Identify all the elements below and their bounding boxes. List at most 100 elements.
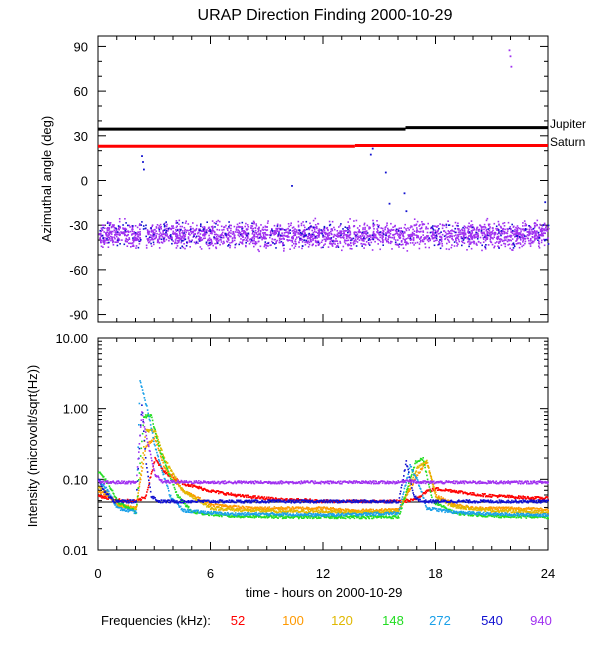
azimuth-point	[102, 241, 105, 243]
intensity-point	[193, 494, 196, 497]
azimuth-point	[291, 244, 293, 247]
azimuth-point	[266, 226, 268, 228]
intensity-point	[514, 511, 516, 514]
azimuth-point	[521, 234, 523, 236]
intensity-point	[489, 507, 492, 510]
azimuth-point	[108, 228, 111, 230]
intensity-point	[530, 512, 533, 514]
azimuth-point	[372, 224, 374, 226]
azimuth-point	[215, 233, 218, 236]
azimuth-point-540	[398, 230, 400, 232]
azimuth-point	[506, 240, 509, 243]
intensity-point	[265, 497, 268, 500]
intensity-point	[432, 488, 434, 491]
azimuth-point-540	[198, 240, 201, 242]
azimuth-point	[158, 236, 161, 238]
azimuth-point	[275, 241, 277, 243]
intensity-point	[216, 503, 219, 506]
intensity-point	[139, 497, 141, 500]
intensity-point	[525, 509, 528, 511]
azimuth-point	[173, 232, 176, 235]
azimuth-point	[376, 237, 378, 239]
azimuth-point	[313, 230, 316, 233]
azimuth-point-540	[183, 232, 185, 234]
intensity-point	[187, 484, 189, 486]
azimuth-point	[125, 230, 128, 233]
azimuth-point	[394, 239, 397, 241]
azimuth-point	[388, 234, 391, 237]
azimuth-point-540	[513, 245, 516, 248]
intensity-point	[502, 506, 504, 509]
azimuth-point-540	[152, 241, 155, 244]
intensity-point	[288, 510, 290, 513]
azimuth-point	[541, 228, 543, 231]
intensity-point	[148, 484, 150, 487]
azimuth-point	[473, 242, 475, 245]
azimuth-point	[324, 243, 326, 245]
intensity-point	[449, 503, 451, 505]
intensity-point	[151, 471, 153, 473]
intensity-point	[140, 474, 143, 477]
azimuth-point	[460, 231, 462, 234]
intensity-point	[431, 490, 433, 492]
intensity-point	[231, 507, 233, 510]
azimuth-outlier	[405, 210, 408, 213]
azimuth-point	[158, 230, 161, 232]
azimuth-point-540	[213, 236, 215, 239]
azimuth-point	[334, 243, 336, 245]
azimuth-point	[464, 226, 467, 228]
azimuth-point	[266, 222, 269, 224]
intensity-point	[479, 508, 481, 511]
intensity-point	[373, 510, 375, 512]
azimuth-point-540	[308, 232, 310, 235]
intensity-point	[103, 496, 105, 498]
azimuth-point	[248, 239, 251, 241]
intensity-point	[352, 509, 354, 511]
azimuth-point	[388, 231, 390, 234]
azimuth-point	[430, 227, 432, 230]
intensity-point	[305, 507, 308, 510]
azimuth-point	[392, 229, 395, 231]
intensity-point	[153, 462, 155, 465]
azimuth-point-540	[149, 236, 151, 238]
intensity-point	[207, 501, 209, 503]
azimuth-point	[205, 230, 208, 232]
azimuth-point	[150, 245, 153, 247]
azimuth-point	[365, 241, 368, 243]
intensity-point	[429, 472, 431, 474]
intensity-point	[264, 508, 267, 511]
intensity-point	[244, 508, 247, 511]
azimuth-point	[455, 240, 457, 242]
azimuth-point	[521, 245, 523, 248]
azimuth-point	[203, 232, 206, 234]
azimuth-point	[411, 226, 413, 228]
azimuth-point	[347, 243, 350, 245]
intensity-point	[277, 511, 279, 514]
azimuth-point	[494, 232, 497, 234]
azimuth-point-540	[454, 231, 457, 234]
azimuth-point	[208, 234, 210, 237]
azimuth-point-540	[108, 224, 111, 227]
azimuth-point	[445, 233, 448, 235]
azimuth-point	[210, 243, 213, 245]
azimuth-point	[126, 235, 128, 237]
azimuth-point	[317, 244, 320, 246]
azimuth-point	[132, 233, 135, 235]
azimuth-point	[526, 228, 528, 231]
azimuth-point	[148, 230, 151, 233]
intensity-point	[431, 478, 433, 481]
intensity-point	[278, 509, 280, 511]
azimuth-point	[541, 235, 543, 237]
intensity-point	[312, 511, 314, 514]
intensity-point	[264, 511, 266, 513]
azimuth-point	[197, 235, 200, 237]
azimuth-point	[106, 239, 108, 242]
azimuth-point	[502, 228, 504, 230]
intensity-point	[437, 487, 439, 489]
azimuth-point	[175, 222, 177, 224]
azimuth-point	[199, 238, 201, 240]
azimuth-point	[477, 234, 480, 237]
azimuth-point	[394, 224, 396, 227]
azimuth-point	[170, 237, 172, 240]
azimuth-point-540	[398, 243, 401, 245]
